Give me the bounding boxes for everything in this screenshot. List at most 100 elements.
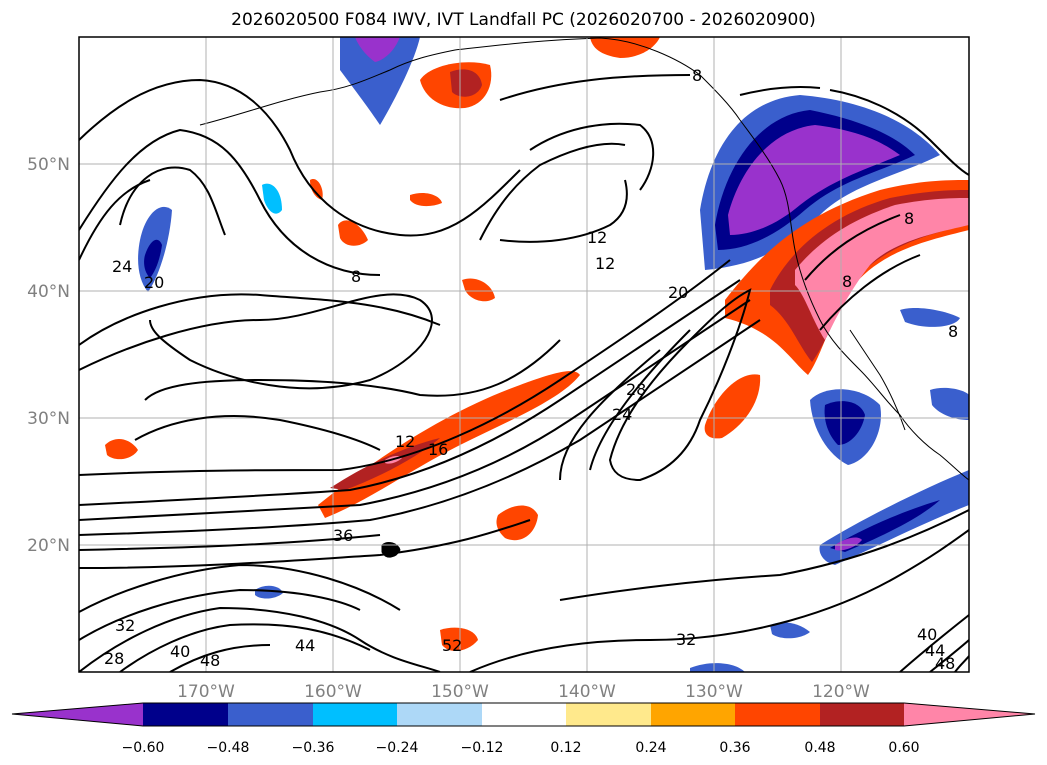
colorbar-max-extend [904, 703, 1035, 726]
negative-anomaly-region [690, 663, 745, 672]
contour-label: 24 [112, 257, 132, 276]
positive-anomaly-region [330, 438, 440, 490]
negative-anomaly-region [930, 387, 969, 420]
colorbar-swatch [820, 703, 904, 726]
contour-label: 40 [170, 642, 190, 661]
contour-line [739, 86, 969, 176]
plot-frame [78, 36, 970, 673]
coastline-baja [849, 329, 906, 431]
contour-line [79, 128, 381, 276]
colorbar-min-extend [12, 703, 143, 726]
contour-label: 24 [612, 405, 632, 424]
contour-line [79, 606, 441, 672]
colorbar-swatch [397, 703, 482, 726]
colorbar-swatch [228, 703, 313, 726]
positive-anomaly-region [795, 198, 969, 340]
contour-line [804, 214, 921, 331]
colorbar-tick-label: −0.48 [207, 740, 250, 756]
contour-label: 12 [595, 254, 615, 273]
lat-label: 20°N [27, 536, 70, 556]
positive-anomaly-region [440, 627, 478, 652]
negative-anomaly-region [255, 585, 283, 599]
contour-line [79, 259, 731, 476]
contour-line [559, 329, 691, 481]
lat-label: 50°N [27, 155, 70, 175]
colorbar-tick-label: 0.48 [804, 740, 835, 756]
colorbar-tick-label: 0.36 [719, 740, 750, 756]
contour-label: 36 [333, 526, 353, 545]
iwv-contours [79, 74, 969, 672]
contour-line [79, 293, 433, 390]
colorbar-swatch [566, 703, 651, 726]
contour-line [144, 339, 561, 401]
colorbar-tick-label: 0.12 [550, 740, 581, 756]
colorbar-swatch [651, 703, 735, 726]
lat-label: 40°N [27, 282, 70, 302]
negative-anomaly-region [340, 37, 420, 125]
contour-line [469, 529, 969, 672]
contour-label: 40 [917, 625, 937, 644]
contour-line [79, 299, 751, 521]
colorbar-tick-label: −0.60 [122, 740, 165, 756]
contour-label-group: 24 20 8 12 12 20 28 24 16 12 36 32 28 40… [104, 66, 958, 673]
contour-line [119, 166, 226, 236]
contour-label: 20 [144, 273, 164, 292]
contour-label: 28 [626, 380, 646, 399]
positive-anomaly-region [105, 438, 138, 460]
contour-line [79, 534, 381, 551]
colorbar: −0.60 −0.48 −0.36 −0.24 −0.12 0.12 0.24 … [11, 702, 1036, 756]
colorbar-swatch [143, 703, 228, 726]
contour-label: 32 [115, 616, 135, 635]
positive-anomaly-region [410, 192, 442, 207]
contour-label: 44 [925, 641, 945, 660]
colorbar-swatch [735, 703, 820, 726]
shaded-anomalies [105, 37, 969, 672]
contour-label: 8 [904, 209, 914, 228]
negative-anomaly-region [262, 183, 282, 214]
longitude-labels: 170°W 160°W 150°W 140°W 130°W 120°W [177, 682, 870, 702]
negative-anomaly-region [835, 537, 862, 551]
colorbar-tick-label: −0.12 [461, 740, 504, 756]
negative-anomaly-region [728, 125, 900, 235]
contour-line [79, 179, 151, 261]
contour-line [79, 78, 521, 237]
negative-anomaly-region [355, 37, 400, 62]
contour-label: 48 [200, 651, 220, 670]
contour-line [79, 519, 531, 569]
coastline-alaska [199, 37, 741, 126]
contour-label: 44 [295, 636, 315, 655]
positive-anomaly-region [450, 69, 482, 97]
colorbar-swatch [482, 703, 566, 726]
lon-label: 140°W [558, 682, 616, 702]
contour-line [134, 415, 381, 451]
lon-label: 160°W [304, 682, 362, 702]
contour-label: 12 [587, 228, 607, 247]
contour-line [79, 588, 361, 641]
contour-label: 52 [442, 636, 462, 655]
contour-line [79, 293, 441, 346]
colorbar-tick-label: −0.24 [376, 740, 419, 756]
positive-anomaly-region [496, 505, 538, 541]
negative-anomaly-region [900, 307, 960, 327]
coastline-north-america [739, 119, 969, 481]
positive-anomaly-region [310, 179, 323, 200]
contour-label: 8 [842, 272, 852, 291]
colorbar-tick-label: 0.24 [635, 740, 666, 756]
negative-anomaly-region [824, 401, 865, 445]
positive-anomaly-region [338, 220, 368, 246]
contour-label: 32 [676, 630, 696, 649]
colorbar-swatch [313, 703, 397, 726]
contour-line [559, 509, 969, 601]
positive-anomaly-region [704, 374, 761, 439]
colorbar-tick-label: −0.36 [292, 740, 335, 756]
contour-label: 8 [692, 66, 702, 85]
contour-line [529, 122, 655, 191]
contour-label: 8 [351, 267, 361, 286]
colorbar-tick-label: 0.60 [888, 740, 919, 756]
lon-label: 130°W [685, 682, 743, 702]
contour-label: 28 [104, 649, 124, 668]
contour-label: 8 [948, 322, 958, 341]
contour-line [499, 179, 628, 243]
negative-anomaly-region [770, 622, 810, 639]
